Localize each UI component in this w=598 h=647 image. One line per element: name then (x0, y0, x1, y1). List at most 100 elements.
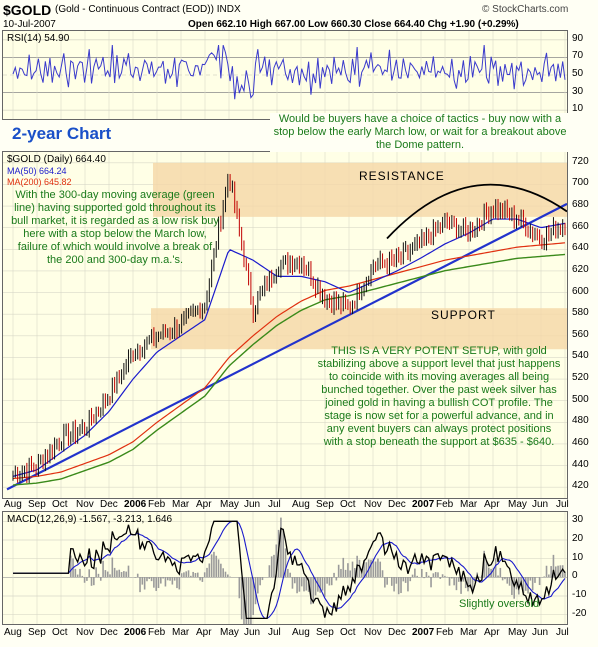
x-tick-label: Sep (28, 499, 46, 510)
trendline (6, 202, 567, 491)
x-tick-label: Oct (340, 627, 356, 638)
rsi-label: RSI(14) 54.90 (7, 33, 70, 44)
rsi-tick-label: 50 (572, 68, 584, 79)
price-bars (12, 173, 566, 483)
macd-signal-line (13, 520, 566, 619)
macd-tick-label: 10 (572, 551, 584, 563)
y-tick-label: 640 (572, 242, 589, 254)
x-tick-label: May (508, 627, 527, 638)
x-tick-label: Nov (76, 499, 94, 510)
rsi-tick-label: 70 (572, 50, 584, 62)
rsi-line (12, 45, 566, 100)
y-tick-label: 500 (572, 393, 589, 405)
x-tick-label: Sep (316, 627, 334, 638)
macd-histogram (69, 517, 566, 624)
x-tick-label: May (220, 627, 239, 638)
macd-label: MACD(12,26,9) -1.567, -3.213, 1.646 (7, 514, 173, 525)
x-tick-label: Mar (460, 499, 478, 510)
symbol-name: (Gold - Continuous Contract (EOD)) INDX (55, 4, 241, 15)
x-tick-label: Aug (4, 627, 22, 638)
support-band (151, 308, 567, 350)
macd-note: Slightly oversold (459, 598, 540, 610)
x-tick-label: 2006 (124, 627, 147, 638)
x-tick-label: 2007 (412, 499, 435, 510)
x-tick-label: 2006 (124, 499, 147, 510)
support-label: SUPPORT (431, 308, 496, 322)
x-tick-label: 2007 (412, 627, 435, 638)
dome-arc (386, 183, 567, 240)
y-tick-label: 580 (572, 307, 589, 319)
x-tick-label: Oct (52, 499, 68, 510)
y-tick-label: 620 (572, 263, 589, 275)
x-tick-label: Apr (196, 499, 212, 510)
x-tick-label: Feb (148, 499, 166, 510)
x-tick-label: Jul (268, 499, 281, 510)
macd-tick-label: -20 (572, 607, 587, 619)
price-panel: $GOLD (Daily) 664.40 MA(50) 664.24 MA(20… (2, 151, 568, 499)
x-tick-label: Feb (148, 627, 166, 638)
x-tick-label: Dec (100, 499, 118, 510)
y-tick-label: 560 (572, 328, 589, 340)
symbol-title: $GOLD (3, 2, 52, 18)
x-axis-main: Aug Sep Oct Nov Dec 2006 Feb Mar Apr May Jun Jul Aug… (2, 499, 569, 511)
x-tick-label: Dec (388, 499, 406, 510)
y-tick-label: 720 (572, 155, 589, 167)
resistance-label: RESISTANCE (359, 169, 445, 183)
y-tick-label: 540 (572, 350, 589, 362)
x-axis-macd: Aug Sep Oct Nov Dec 2006 Feb Mar Apr May Jun Jul Aug… (2, 627, 569, 641)
y-tick-label: 460 (572, 436, 589, 448)
note-bottom: THIS IS A VERY POTENT SETUP, with gold s… (317, 345, 561, 448)
x-tick-label: Apr (484, 627, 500, 638)
macd-tick-label: 30 (572, 514, 584, 526)
rsi-tick-label: 10 (572, 103, 584, 115)
x-tick-label: Feb (436, 627, 454, 638)
x-tick-label: Aug (4, 499, 22, 510)
x-tick-label: Jul (556, 499, 569, 510)
x-tick-label: Jul (556, 627, 569, 638)
ohlc-readout: Open 662.10 High 667.00 Low 660.30 Close… (188, 19, 519, 30)
x-tick-label: Mar (172, 499, 190, 510)
y-tick-label: 420 (572, 480, 589, 492)
x-tick-label: Feb (436, 499, 454, 510)
macd-tick-label: 0 (572, 570, 578, 582)
y-tick-label: 700 (572, 177, 589, 189)
macd-panel: MACD(12,26,9) -1.567, -3.213, 1.646 Slig… (2, 511, 568, 625)
x-tick-label: Oct (340, 499, 356, 510)
x-tick-label: Aug (292, 499, 310, 510)
note-top: Would be buyers have a choice of tactics… (270, 113, 570, 152)
x-tick-label: Nov (364, 499, 382, 510)
x-tick-label: May (508, 499, 527, 510)
x-tick-label: Jun (532, 499, 549, 510)
legend-price: $GOLD (Daily) 664.40 (7, 154, 106, 165)
x-tick-label: Jul (268, 627, 281, 638)
y-tick-label: 680 (572, 199, 589, 211)
ma200-line (12, 242, 566, 480)
legend-ma50: MA(50) 664.24 (7, 166, 67, 176)
y-tick-label: 520 (572, 372, 589, 384)
x-tick-label: Jun (244, 627, 261, 638)
x-tick-label: Aug (292, 627, 310, 638)
x-tick-label: Sep (28, 627, 46, 638)
x-tick-label: Jun (244, 499, 261, 510)
ma300-line (12, 253, 566, 486)
y-tick-label: 440 (572, 458, 589, 470)
y-tick-label: 660 (572, 220, 589, 232)
source-credit: © StockCharts.com (482, 4, 569, 15)
x-tick-label: Oct (52, 627, 68, 638)
x-tick-label: Jun (532, 627, 549, 638)
x-tick-label: Apr (484, 499, 500, 510)
macd-line (13, 520, 566, 620)
x-tick-label: Mar (172, 627, 190, 638)
note-left: With the 300-day moving average (green l… (11, 189, 219, 266)
y-tick-label: 480 (572, 415, 589, 427)
chart-subtitle: 2-year Chart (12, 124, 112, 143)
y-tick-label: 600 (572, 285, 589, 297)
x-tick-label: Mar (460, 627, 478, 638)
x-tick-label: Nov (76, 627, 94, 638)
x-tick-label: Sep (316, 499, 334, 510)
legend-ma200: MA(200) 645.82 (7, 177, 72, 187)
x-tick-label: Dec (100, 627, 118, 638)
x-tick-label: Apr (196, 627, 212, 638)
x-tick-label: Dec (388, 627, 406, 638)
